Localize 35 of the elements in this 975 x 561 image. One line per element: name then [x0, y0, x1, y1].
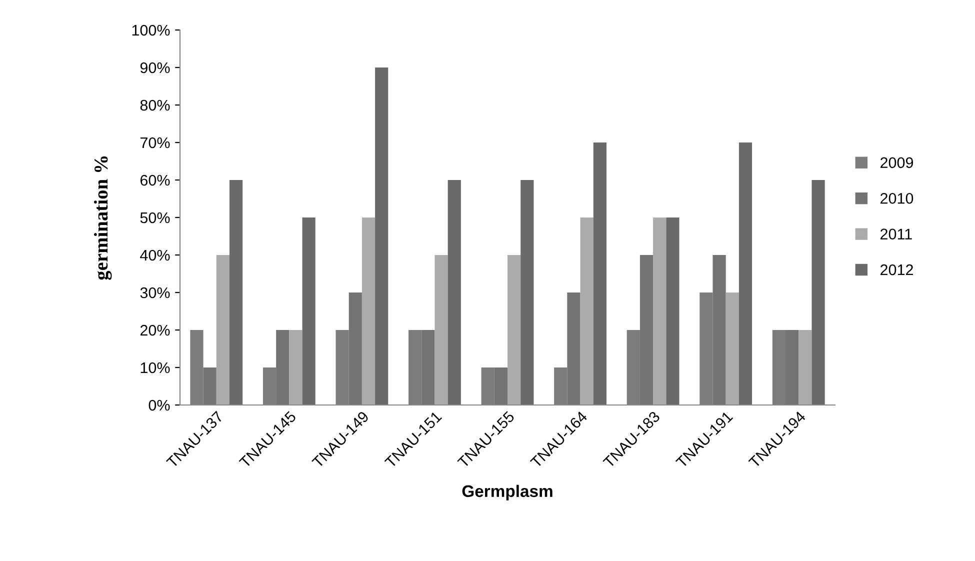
bar [216, 255, 230, 405]
y-tick-label: 60% [140, 174, 170, 186]
bar [726, 292, 739, 405]
bar [302, 218, 316, 405]
bar [434, 255, 448, 405]
bar [289, 330, 302, 405]
bar [580, 218, 594, 405]
y-tick-label: 90% [140, 62, 170, 74]
y-axis-title: germination % [94, 156, 112, 280]
bar [666, 218, 680, 405]
y-tick-label: 10% [140, 362, 170, 374]
y-tick-label: 100% [132, 24, 170, 36]
x-axis-title: Germplasm [462, 484, 552, 500]
y-tick-label: 0% [148, 400, 170, 411]
legend-label: 2009 [880, 157, 914, 168]
y-tick-label: 50% [140, 212, 170, 224]
bar [362, 218, 376, 405]
bar [229, 180, 243, 405]
bar [653, 218, 666, 405]
y-tick-label: 80% [140, 100, 170, 111]
bar [375, 68, 388, 405]
legend-label: 2010 [880, 192, 914, 204]
y-tick-label: 20% [140, 324, 170, 336]
y-tick-label: 30% [140, 287, 170, 298]
bar [738, 142, 752, 405]
y-tick-label: 70% [140, 137, 170, 148]
bar [798, 330, 812, 405]
bar [448, 180, 461, 405]
bar [812, 180, 825, 405]
legend-label: 2011 [880, 228, 912, 240]
bar [593, 142, 606, 405]
y-tick-label: 40% [140, 250, 170, 261]
legend-label: 2012 [880, 264, 913, 276]
bar [520, 180, 534, 405]
bar [508, 255, 521, 405]
